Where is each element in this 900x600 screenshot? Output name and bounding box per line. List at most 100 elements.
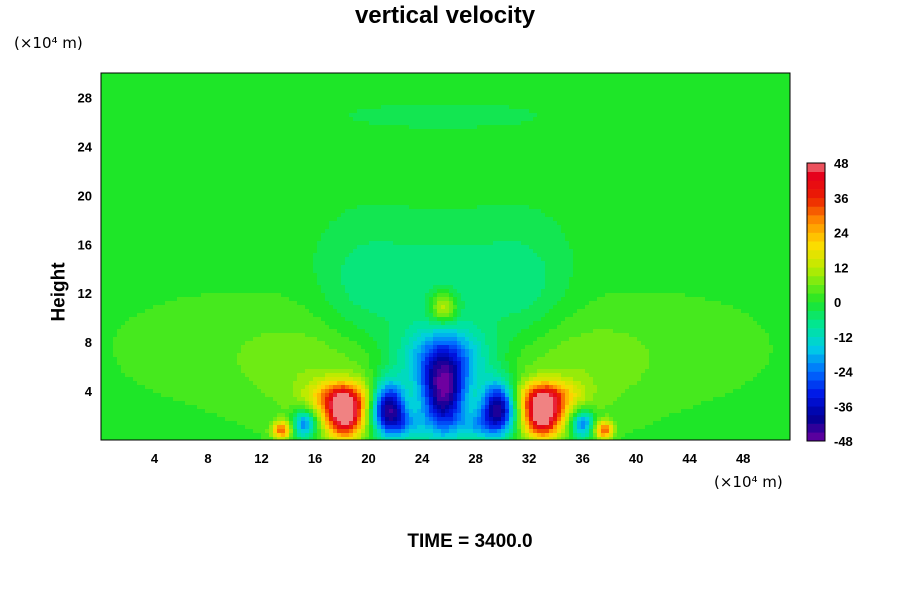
field-cell: [473, 97, 478, 102]
field-cell: [613, 133, 618, 138]
field-cell: [417, 85, 422, 90]
field-cell: [409, 89, 414, 94]
field-cell: [305, 117, 310, 122]
field-cell: [457, 177, 462, 182]
field-cell: [325, 113, 330, 118]
field-cell: [221, 185, 226, 190]
field-cell: [185, 105, 190, 110]
field-cell: [561, 109, 566, 114]
field-cell: [393, 129, 398, 134]
field-cell: [421, 133, 426, 138]
field-cell: [225, 93, 230, 98]
field-cell: [773, 169, 778, 174]
field-cell: [569, 133, 574, 138]
field-cell: [613, 173, 618, 178]
field-cell: [693, 157, 698, 162]
field-cell: [745, 97, 750, 102]
field-cell: [133, 137, 138, 142]
field-cell: [357, 165, 362, 170]
field-cell: [561, 169, 566, 174]
field-cell: [201, 129, 206, 134]
field-cell: [657, 157, 662, 162]
field-cell: [201, 153, 206, 158]
field-cell: [745, 157, 750, 162]
field-cell: [429, 177, 434, 182]
field-cell: [157, 157, 162, 162]
field-cell: [673, 93, 678, 98]
field-cell: [277, 185, 282, 190]
field-cell: [245, 105, 250, 110]
field-cell: [485, 93, 490, 98]
field-cell: [381, 117, 386, 122]
field-cell: [721, 109, 726, 114]
field-cell: [445, 153, 450, 158]
field-cell: [681, 169, 686, 174]
field-cell: [265, 165, 270, 170]
field-cell: [717, 161, 722, 166]
field-cell: [597, 145, 602, 150]
field-cell: [725, 89, 730, 94]
field-cell: [705, 157, 710, 162]
field-cell: [405, 97, 410, 102]
field-cell: [493, 181, 498, 186]
field-cell: [517, 105, 522, 110]
field-cell: [357, 177, 362, 182]
field-cell: [257, 165, 262, 170]
field-cell: [185, 97, 190, 102]
field-cell: [565, 161, 570, 166]
field-cell: [333, 165, 338, 170]
field-cell: [497, 113, 502, 118]
field-cell: [417, 77, 422, 82]
field-cell: [645, 181, 650, 186]
field-cell: [473, 105, 478, 110]
field-cell: [661, 177, 666, 182]
field-cell: [457, 133, 462, 138]
field-cell: [253, 85, 258, 90]
field-cell: [513, 113, 518, 118]
field-cell: [393, 165, 398, 170]
field-cell: [141, 169, 146, 174]
field-cell: [125, 125, 130, 130]
field-cell: [357, 73, 362, 78]
field-cell: [337, 141, 342, 146]
field-cell: [349, 181, 354, 186]
field-cell: [641, 173, 646, 178]
field-cell: [641, 145, 646, 150]
field-cell: [337, 81, 342, 86]
field-cell: [125, 73, 130, 78]
field-cell: [729, 161, 734, 166]
field-cell: [501, 73, 506, 78]
field-cell: [381, 129, 386, 134]
field-cell: [509, 145, 514, 150]
field-cell: [665, 181, 670, 186]
field-cell: [305, 145, 310, 150]
field-cell: [469, 117, 474, 122]
field-cell: [625, 85, 630, 90]
field-cell: [101, 129, 106, 134]
field-cell: [405, 117, 410, 122]
field-cell: [553, 149, 558, 154]
field-cell: [469, 121, 474, 126]
field-cell: [345, 109, 350, 114]
field-cell: [421, 141, 426, 146]
field-cell: [125, 97, 130, 102]
field-cell: [489, 165, 494, 170]
field-cell: [533, 165, 538, 170]
field-cell: [649, 129, 654, 134]
field-cell: [657, 161, 662, 166]
field-cell: [133, 157, 138, 162]
field-cell: [145, 85, 150, 90]
field-cell: [193, 157, 198, 162]
field-cell: [117, 81, 122, 86]
field-cell: [305, 173, 310, 178]
field-cell: [397, 145, 402, 150]
field-cell: [605, 141, 610, 146]
field-cell: [589, 173, 594, 178]
field-cell: [357, 153, 362, 158]
field-cell: [113, 161, 118, 166]
field-cell: [721, 153, 726, 158]
field-cell: [245, 185, 250, 190]
field-cell: [249, 173, 254, 178]
field-cell: [621, 177, 626, 182]
field-cell: [785, 105, 790, 110]
